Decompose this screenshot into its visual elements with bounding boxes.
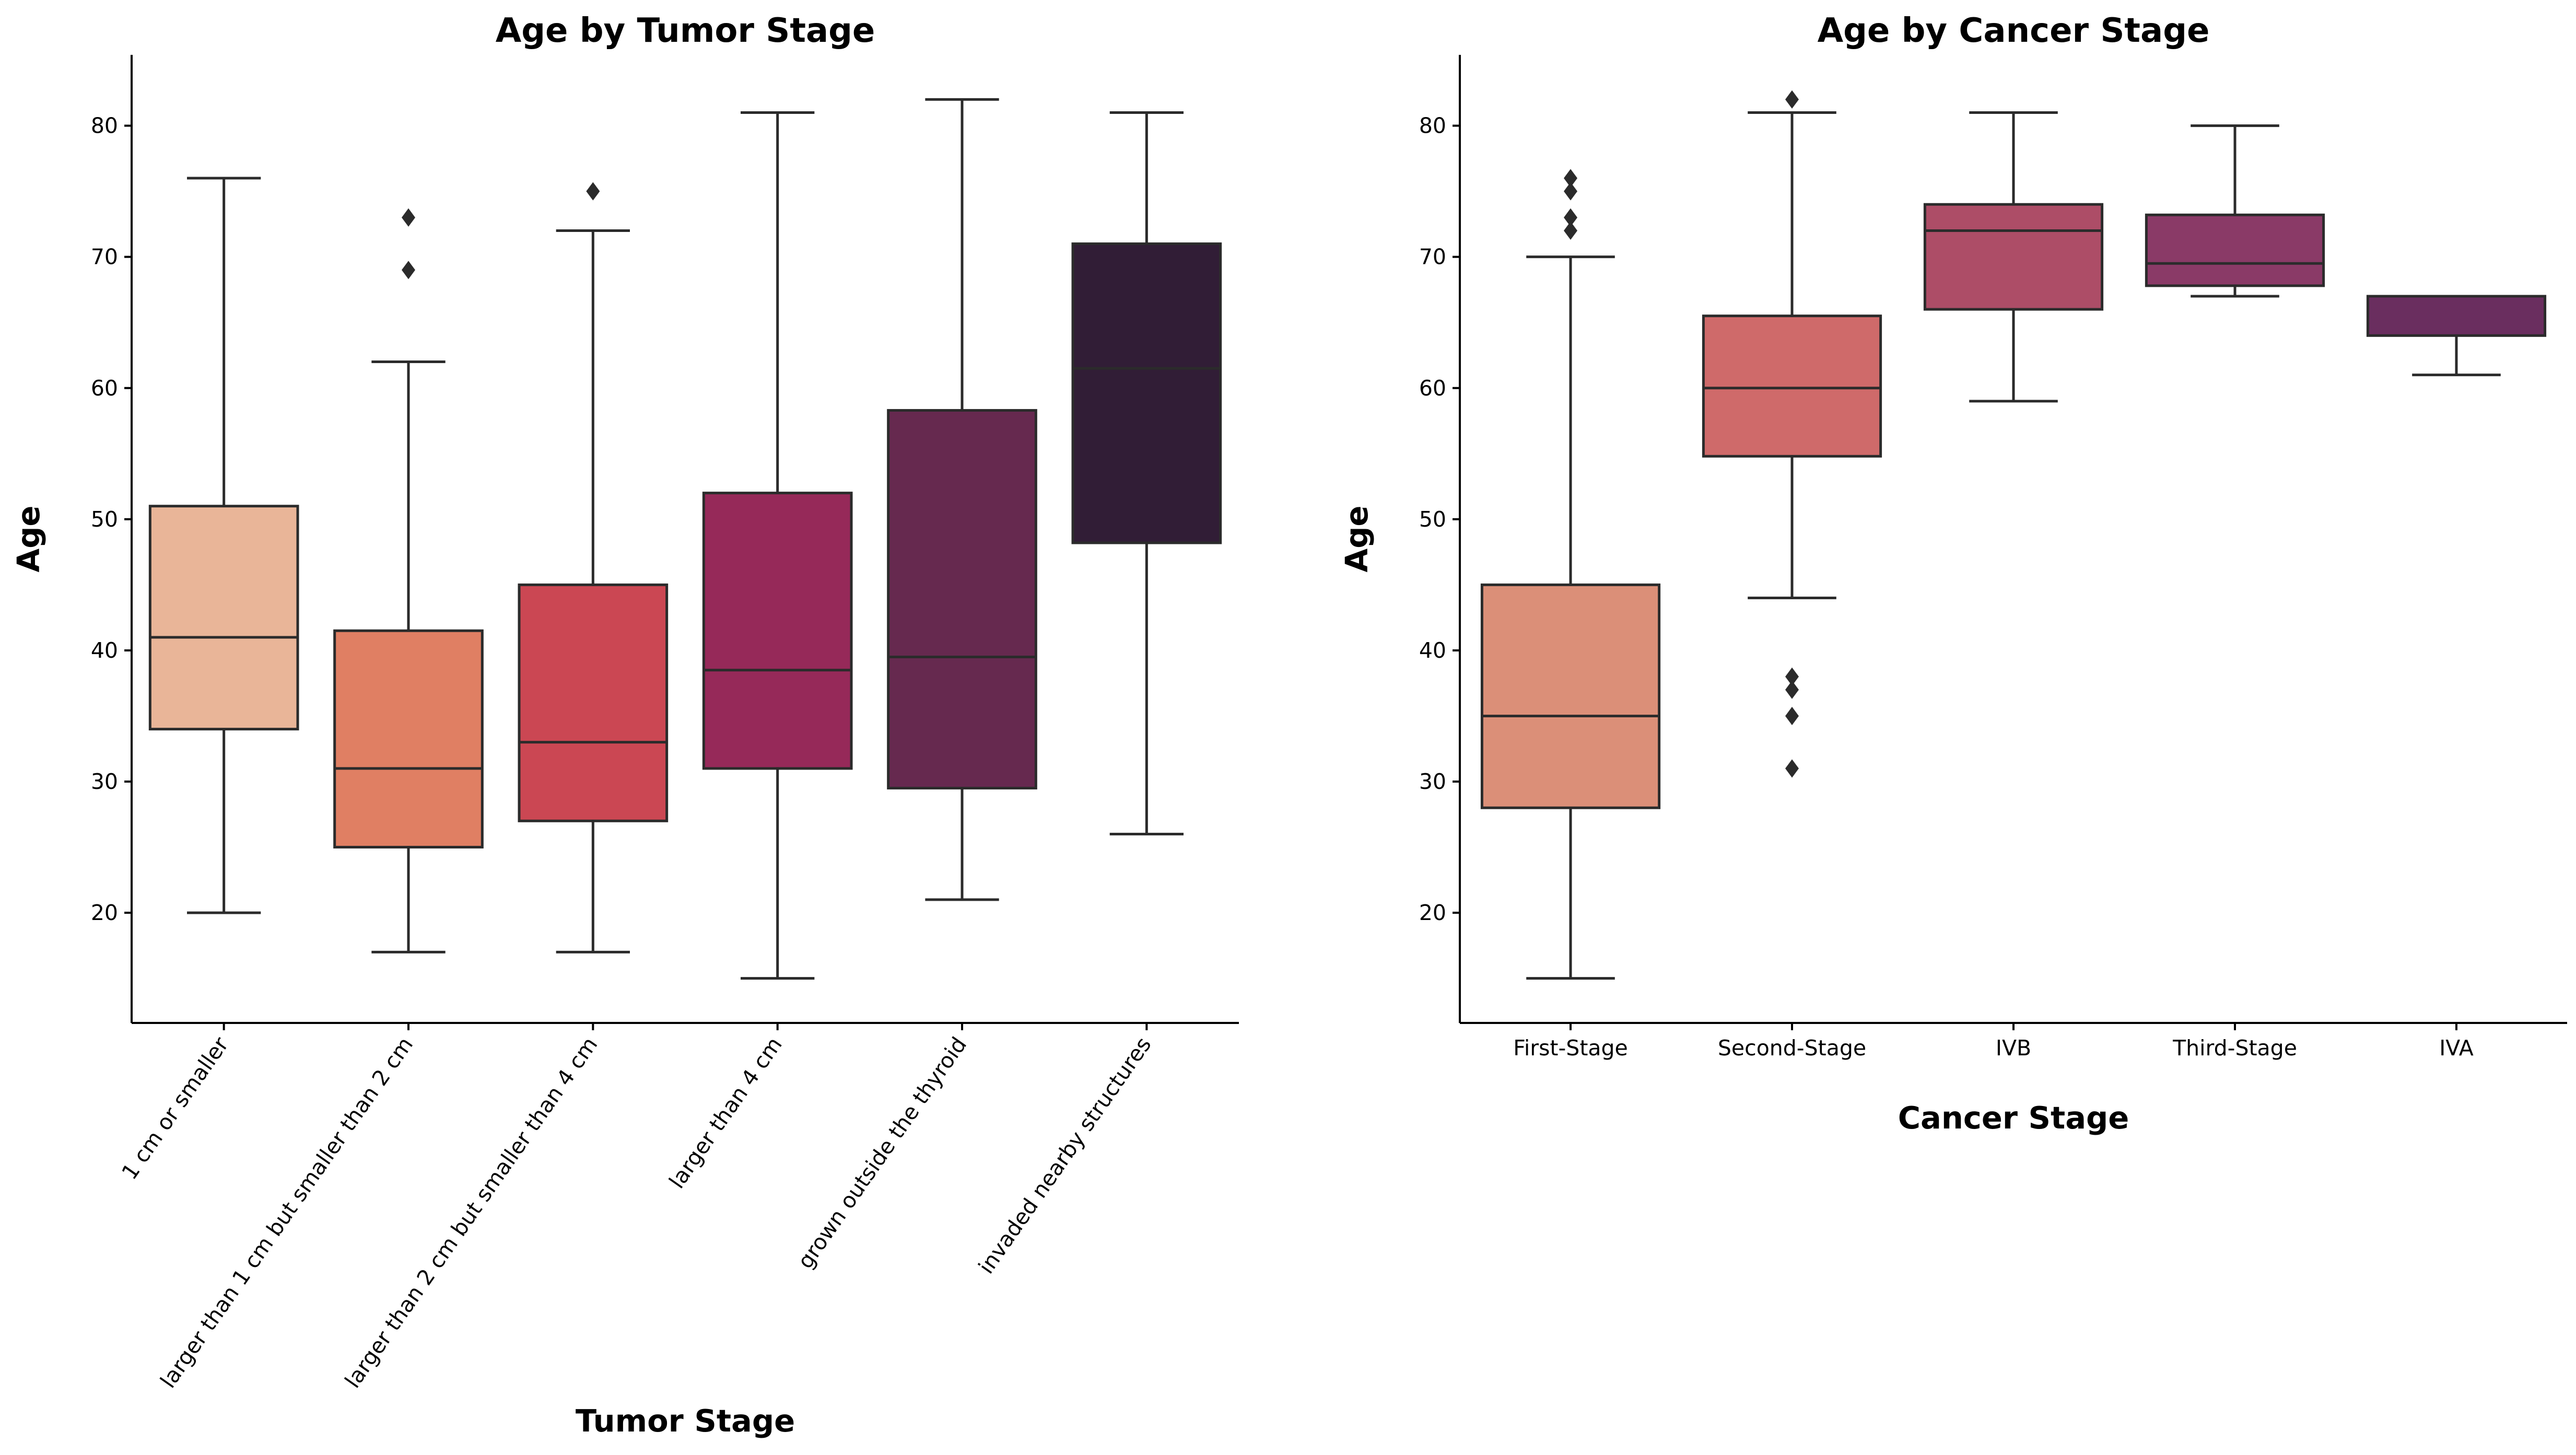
box-iqr: [2145, 213, 2325, 287]
box-plot-6: [1071, 111, 1222, 835]
y-tick-label: 70: [1419, 245, 1446, 270]
box-iqr: [1923, 203, 2104, 311]
chart-title: Age by Cancer Stage: [1818, 11, 2210, 50]
x-tick-label: larger than 4 cm: [664, 1032, 787, 1193]
box-iqr: [518, 583, 669, 822]
chart-panel-2: Age by Cancer Stage 20 30 40 50 60 70 80 Age Firs…: [1339, 11, 2567, 1136]
x-tick-label: IVB: [1996, 1035, 2031, 1061]
box-plot-5: [2366, 295, 2547, 377]
outlier-point: [1564, 208, 1577, 227]
box-iqr: [702, 492, 853, 770]
y-tick-label: 40: [1419, 638, 1446, 663]
x-tick-label: IVA: [2439, 1035, 2474, 1061]
chart-panel-1: Age by Tumor Stage 20 30 40 50 60 70 80 Age 1 cm …: [10, 11, 1239, 1439]
y-tick-label: 60: [1419, 376, 1446, 401]
outlier-point: [402, 208, 415, 227]
box-iqr: [1071, 242, 1222, 544]
y-tick-label: 30: [91, 769, 118, 794]
outlier-point: [1564, 221, 1577, 240]
box-plot-5: [887, 98, 1037, 901]
y-tick-label: 70: [91, 245, 118, 270]
x-tick-label: Second-Stage: [1718, 1035, 1866, 1061]
chart-title: Age by Tumor Stage: [496, 11, 875, 50]
outlier-point: [1785, 90, 1799, 109]
outlier-point: [402, 261, 415, 280]
y-axis-label: Age: [1339, 506, 1375, 573]
x-tick-label: grown outside the thyroid: [793, 1032, 972, 1273]
y-tick-label: 30: [1419, 769, 1446, 794]
outlier-point: [1785, 706, 1799, 726]
outlier-point: [1785, 759, 1799, 778]
box-plot-1: [148, 177, 299, 914]
y-tick-label: 20: [91, 900, 118, 925]
outlier-point: [586, 182, 600, 201]
x-axis-label: Cancer Stage: [1898, 1100, 2129, 1136]
box-plot-4: [2145, 124, 2325, 298]
y-tick-label: 20: [1419, 900, 1446, 925]
box-iqr: [148, 505, 299, 731]
outlier-point: [1564, 182, 1577, 201]
box-plot-2: [333, 208, 484, 953]
outlier-point: [1564, 169, 1577, 188]
box-plot-2: [1702, 90, 1882, 778]
y-tick-label: 40: [91, 638, 118, 663]
box-iqr: [887, 409, 1037, 790]
x-tick-label: invaded nearby structures: [974, 1032, 1156, 1278]
box-plot-1: [1480, 169, 1661, 980]
box-iqr: [333, 629, 484, 849]
x-axis-label: Tumor Stage: [576, 1403, 795, 1439]
box-plot-3: [1923, 111, 2104, 403]
y-axis-label: Age: [10, 506, 46, 573]
box-iqr: [1480, 583, 1661, 809]
y-tick-label: 80: [91, 113, 118, 138]
x-tick-label: Third-Stage: [2172, 1035, 2297, 1061]
outlier-point: [1785, 680, 1799, 699]
box-iqr: [2366, 295, 2547, 337]
box-plot-4: [702, 111, 853, 980]
y-tick-label: 50: [91, 507, 118, 532]
outlier-point: [1785, 667, 1799, 686]
x-tick-label: First-Stage: [1513, 1035, 1628, 1061]
y-tick-label: 80: [1419, 113, 1446, 138]
box-iqr: [1702, 315, 1882, 458]
x-tick-label: 1 cm or smaller: [116, 1032, 233, 1184]
y-tick-label: 60: [91, 376, 118, 401]
y-tick-label: 50: [1419, 507, 1446, 532]
box-plot-3: [518, 182, 669, 953]
